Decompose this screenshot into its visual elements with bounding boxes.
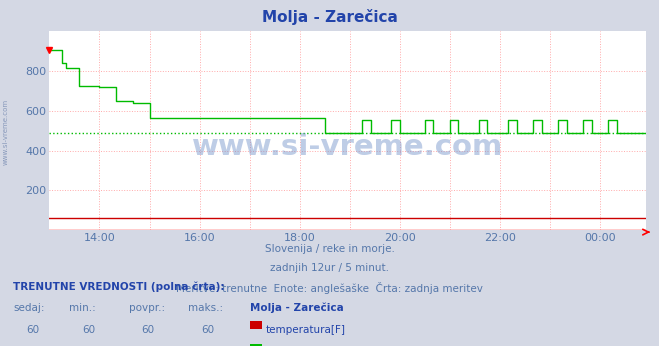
Text: TRENUTNE VREDNOSTI (polna črta):: TRENUTNE VREDNOSTI (polna črta):: [13, 282, 225, 292]
Text: temperatura[F]: temperatura[F]: [266, 325, 345, 335]
Text: 60: 60: [26, 325, 40, 335]
Text: min.:: min.:: [69, 303, 96, 313]
Text: zadnjih 12ur / 5 minut.: zadnjih 12ur / 5 minut.: [270, 263, 389, 273]
Text: povpr.:: povpr.:: [129, 303, 165, 313]
Text: sedaj:: sedaj:: [13, 303, 45, 313]
Text: Molja - Zarečica: Molja - Zarečica: [250, 303, 344, 313]
Text: 60: 60: [82, 325, 96, 335]
Text: 60: 60: [142, 325, 155, 335]
Text: 60: 60: [201, 325, 214, 335]
Text: www.si-vreme.com: www.si-vreme.com: [192, 133, 503, 161]
Text: Molja - Zarečica: Molja - Zarečica: [262, 9, 397, 25]
Text: Slovenija / reke in morje.: Slovenija / reke in morje.: [264, 244, 395, 254]
Text: maks.:: maks.:: [188, 303, 223, 313]
Text: www.si-vreme.com: www.si-vreme.com: [2, 98, 9, 165]
Text: Meritve: trenutne  Enote: anglešaške  Črta: zadnja meritev: Meritve: trenutne Enote: anglešaške Črta…: [176, 282, 483, 294]
